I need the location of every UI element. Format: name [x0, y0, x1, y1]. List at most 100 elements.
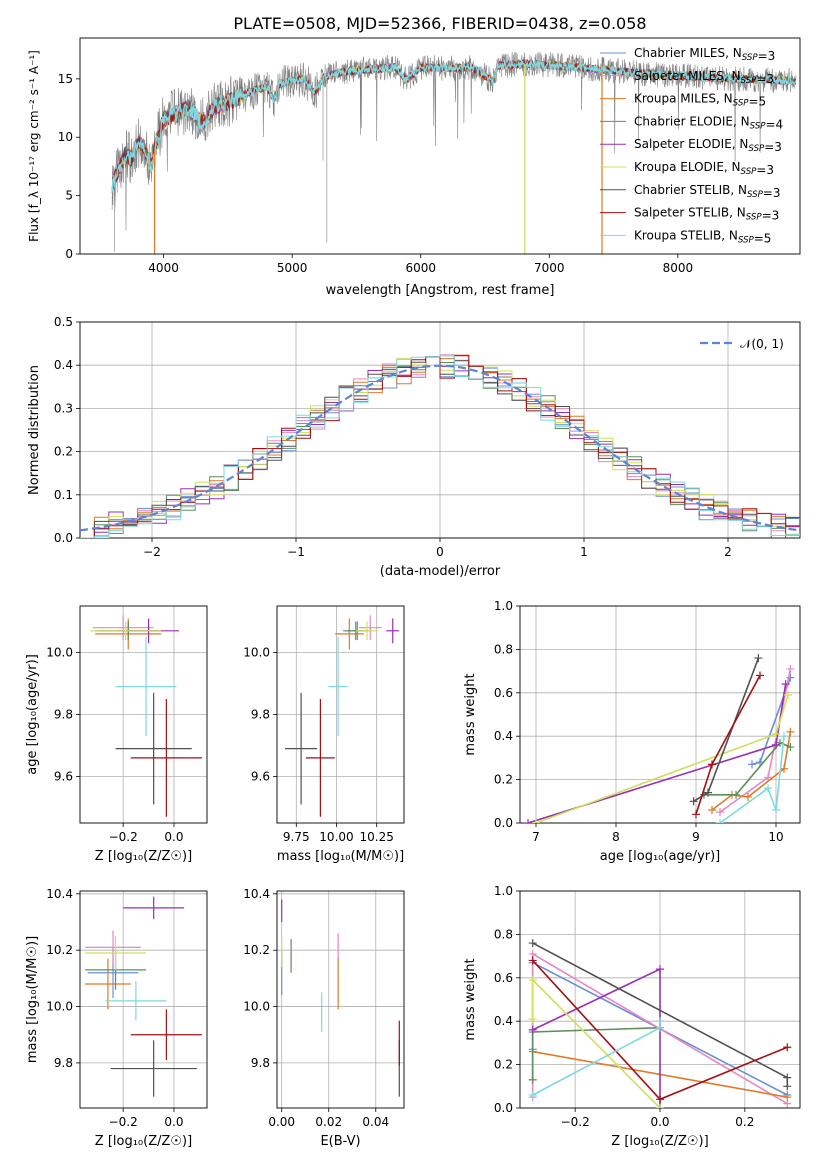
y-tick-label: 0.0: [494, 816, 513, 830]
y-tick-label: 0.8: [494, 642, 513, 656]
y-tick-label: 15: [58, 72, 73, 86]
mass-weight-line-8: [719, 736, 785, 823]
y-tick-label: 10.0: [243, 1000, 270, 1014]
mass-weight-marker: [783, 1043, 792, 1052]
x-tick-label: 9.75: [283, 830, 310, 844]
x-tick-label: −1: [287, 545, 305, 559]
x-axis-label: (data-model)/error: [380, 564, 501, 579]
y-tick-label: 0.2: [494, 773, 513, 787]
mass-weight-marker: [754, 654, 763, 663]
x-tick-label: 6000: [405, 261, 436, 275]
mass-weight-marker: [528, 1075, 537, 1084]
mass-weight-marker: [781, 680, 790, 689]
x-axis-label: mass [log₁₀(M/M☉)]: [277, 849, 404, 864]
plot-frame: [276, 890, 405, 1109]
x-tick-label: −2: [143, 545, 161, 559]
x-tick-label: 10.25: [359, 830, 393, 844]
mass-vs-metallicity-panel: −0.2 0.0 9.8 10.0 10.2 10.4 Z [log₁₀(Z/Z☉)] mas…: [25, 887, 208, 1149]
legend-entry-part: =3: [758, 49, 776, 63]
mass-weight-marker: [783, 1082, 792, 1091]
y-tick-label: 0.4: [494, 729, 513, 743]
y-tick-label: 0.1: [54, 488, 73, 502]
legend-entry-sub: SSP: [746, 213, 763, 223]
x-axis-label: Z [log₁₀(Z/Z☉)]: [95, 849, 192, 864]
x-tick-label: 1: [580, 545, 588, 559]
legend-entry: Salpeter ELODIE, NSSP=3: [634, 137, 782, 154]
y-tick-label: 0.8: [494, 927, 513, 941]
legend-entry-part: Kroupa ELODIE, N: [634, 160, 741, 174]
legend-entry-part: Salpeter STELIB, N: [634, 206, 746, 220]
mass-weight-line-5: [535, 694, 789, 823]
legend-entry-part: =3: [756, 163, 774, 177]
legend-entry-part: Chabrier MILES, N: [634, 46, 742, 60]
plot-area: [90, 615, 202, 817]
y-tick-label: 9.8: [54, 1056, 73, 1070]
legend-entry-sub: SSP: [733, 99, 750, 109]
mass-weight-marker: [764, 784, 772, 793]
legend-entry: Kroupa STELIB, NSSP=5: [634, 228, 771, 245]
x-tick-label: 8: [612, 830, 620, 844]
y-tick-label: 9.8: [251, 708, 270, 722]
legend-entry: 𝒩(0, 1): [740, 337, 784, 351]
mass-weight-marker: [772, 805, 780, 814]
y-tick-label: 9.8: [54, 708, 73, 722]
legend-entry: Salpeter STELIB, NSSP=3: [634, 206, 779, 223]
x-axis-label: wavelength [Angstrom, rest frame]: [326, 283, 555, 298]
y-tick-label: 10.2: [243, 943, 270, 957]
mass-weight-marker: [786, 727, 795, 736]
x-tick-label: 9: [692, 830, 700, 844]
y-axis-label: mass [log₁₀(M/M☉)]: [25, 936, 40, 1063]
legend-entry: Chabrier ELODIE, NSSP=4: [634, 114, 783, 131]
y-tick-label: 9.6: [54, 770, 73, 784]
y-axis-label: age [log₁₀(age/yr)]: [25, 654, 40, 775]
plot-area: [85, 896, 202, 1097]
y-tick-label: 10.0: [243, 646, 270, 660]
x-tick-label: 0.0: [164, 830, 183, 844]
legend-entry-sub: SSP: [742, 53, 759, 63]
y-tick-label: 1.0: [494, 599, 513, 613]
mass-weight-marker: [732, 790, 740, 799]
mass-weight-marker: [656, 965, 664, 974]
legend-entry-part: Chabrier ELODIE, N: [634, 114, 750, 128]
x-tick-label: 2: [724, 545, 732, 559]
mass-weight-marker: [528, 975, 537, 984]
mass-weight-marker: [780, 732, 788, 741]
mass-weight-marker: [528, 1090, 537, 1099]
legend-entry-sub: SSP: [747, 190, 764, 200]
plot-frame: [519, 605, 801, 824]
x-axis-label: Z [log₁₀(Z/Z☉)]: [95, 1134, 192, 1149]
y-tick-label: 1.0: [494, 884, 513, 898]
legend-entry-part: =3: [756, 72, 774, 86]
x-axis-label: E(B-V): [320, 1134, 360, 1149]
y-tick-label: 10: [58, 130, 73, 144]
y-tick-label: 10.4: [243, 887, 270, 901]
legend-entry-part: Salpeter MILES, N: [634, 69, 741, 83]
x-tick-label: 10: [768, 830, 783, 844]
mass-weight-marker: [780, 764, 788, 773]
mass-weight-marker: [772, 730, 780, 739]
mass-weight-marker: [716, 808, 724, 817]
plot-area: [285, 615, 400, 817]
x-tick-label: 0: [436, 545, 444, 559]
y-axis-label: mass weight: [463, 958, 478, 1040]
y-tick-label: 0.2: [494, 1058, 513, 1072]
plot-frame: [79, 890, 208, 1109]
legend-entry-part: Salpeter ELODIE, N: [634, 137, 748, 151]
legend-entry-part: Kroupa STELIB, N: [634, 228, 738, 242]
legend-entry-part: =5: [749, 95, 767, 109]
plot-area: [281, 899, 400, 1097]
x-axis-label: age [log₁₀(age/yr)]: [600, 849, 721, 864]
mass-weight-marker: [528, 1015, 537, 1024]
plot-area: [80, 354, 800, 538]
mass-weight-marker: [692, 810, 700, 819]
normal-reference-curve: [80, 364, 800, 532]
legend-entry-sub: SSP: [738, 235, 755, 245]
x-axis-label: Z [log₁₀(Z/Z☉)]: [611, 1134, 708, 1149]
legend-entry: Chabrier MILES, NSSP=3: [634, 46, 775, 63]
legend-entry: Chabrier STELIB, NSSP=3: [634, 183, 781, 200]
mass-weight-marker: [656, 1017, 664, 1026]
legend-entry: Kroupa ELODIE, NSSP=3: [634, 160, 774, 177]
mass-weight-line-8: [532, 1021, 661, 1096]
mass-weight-marker: [704, 788, 712, 797]
